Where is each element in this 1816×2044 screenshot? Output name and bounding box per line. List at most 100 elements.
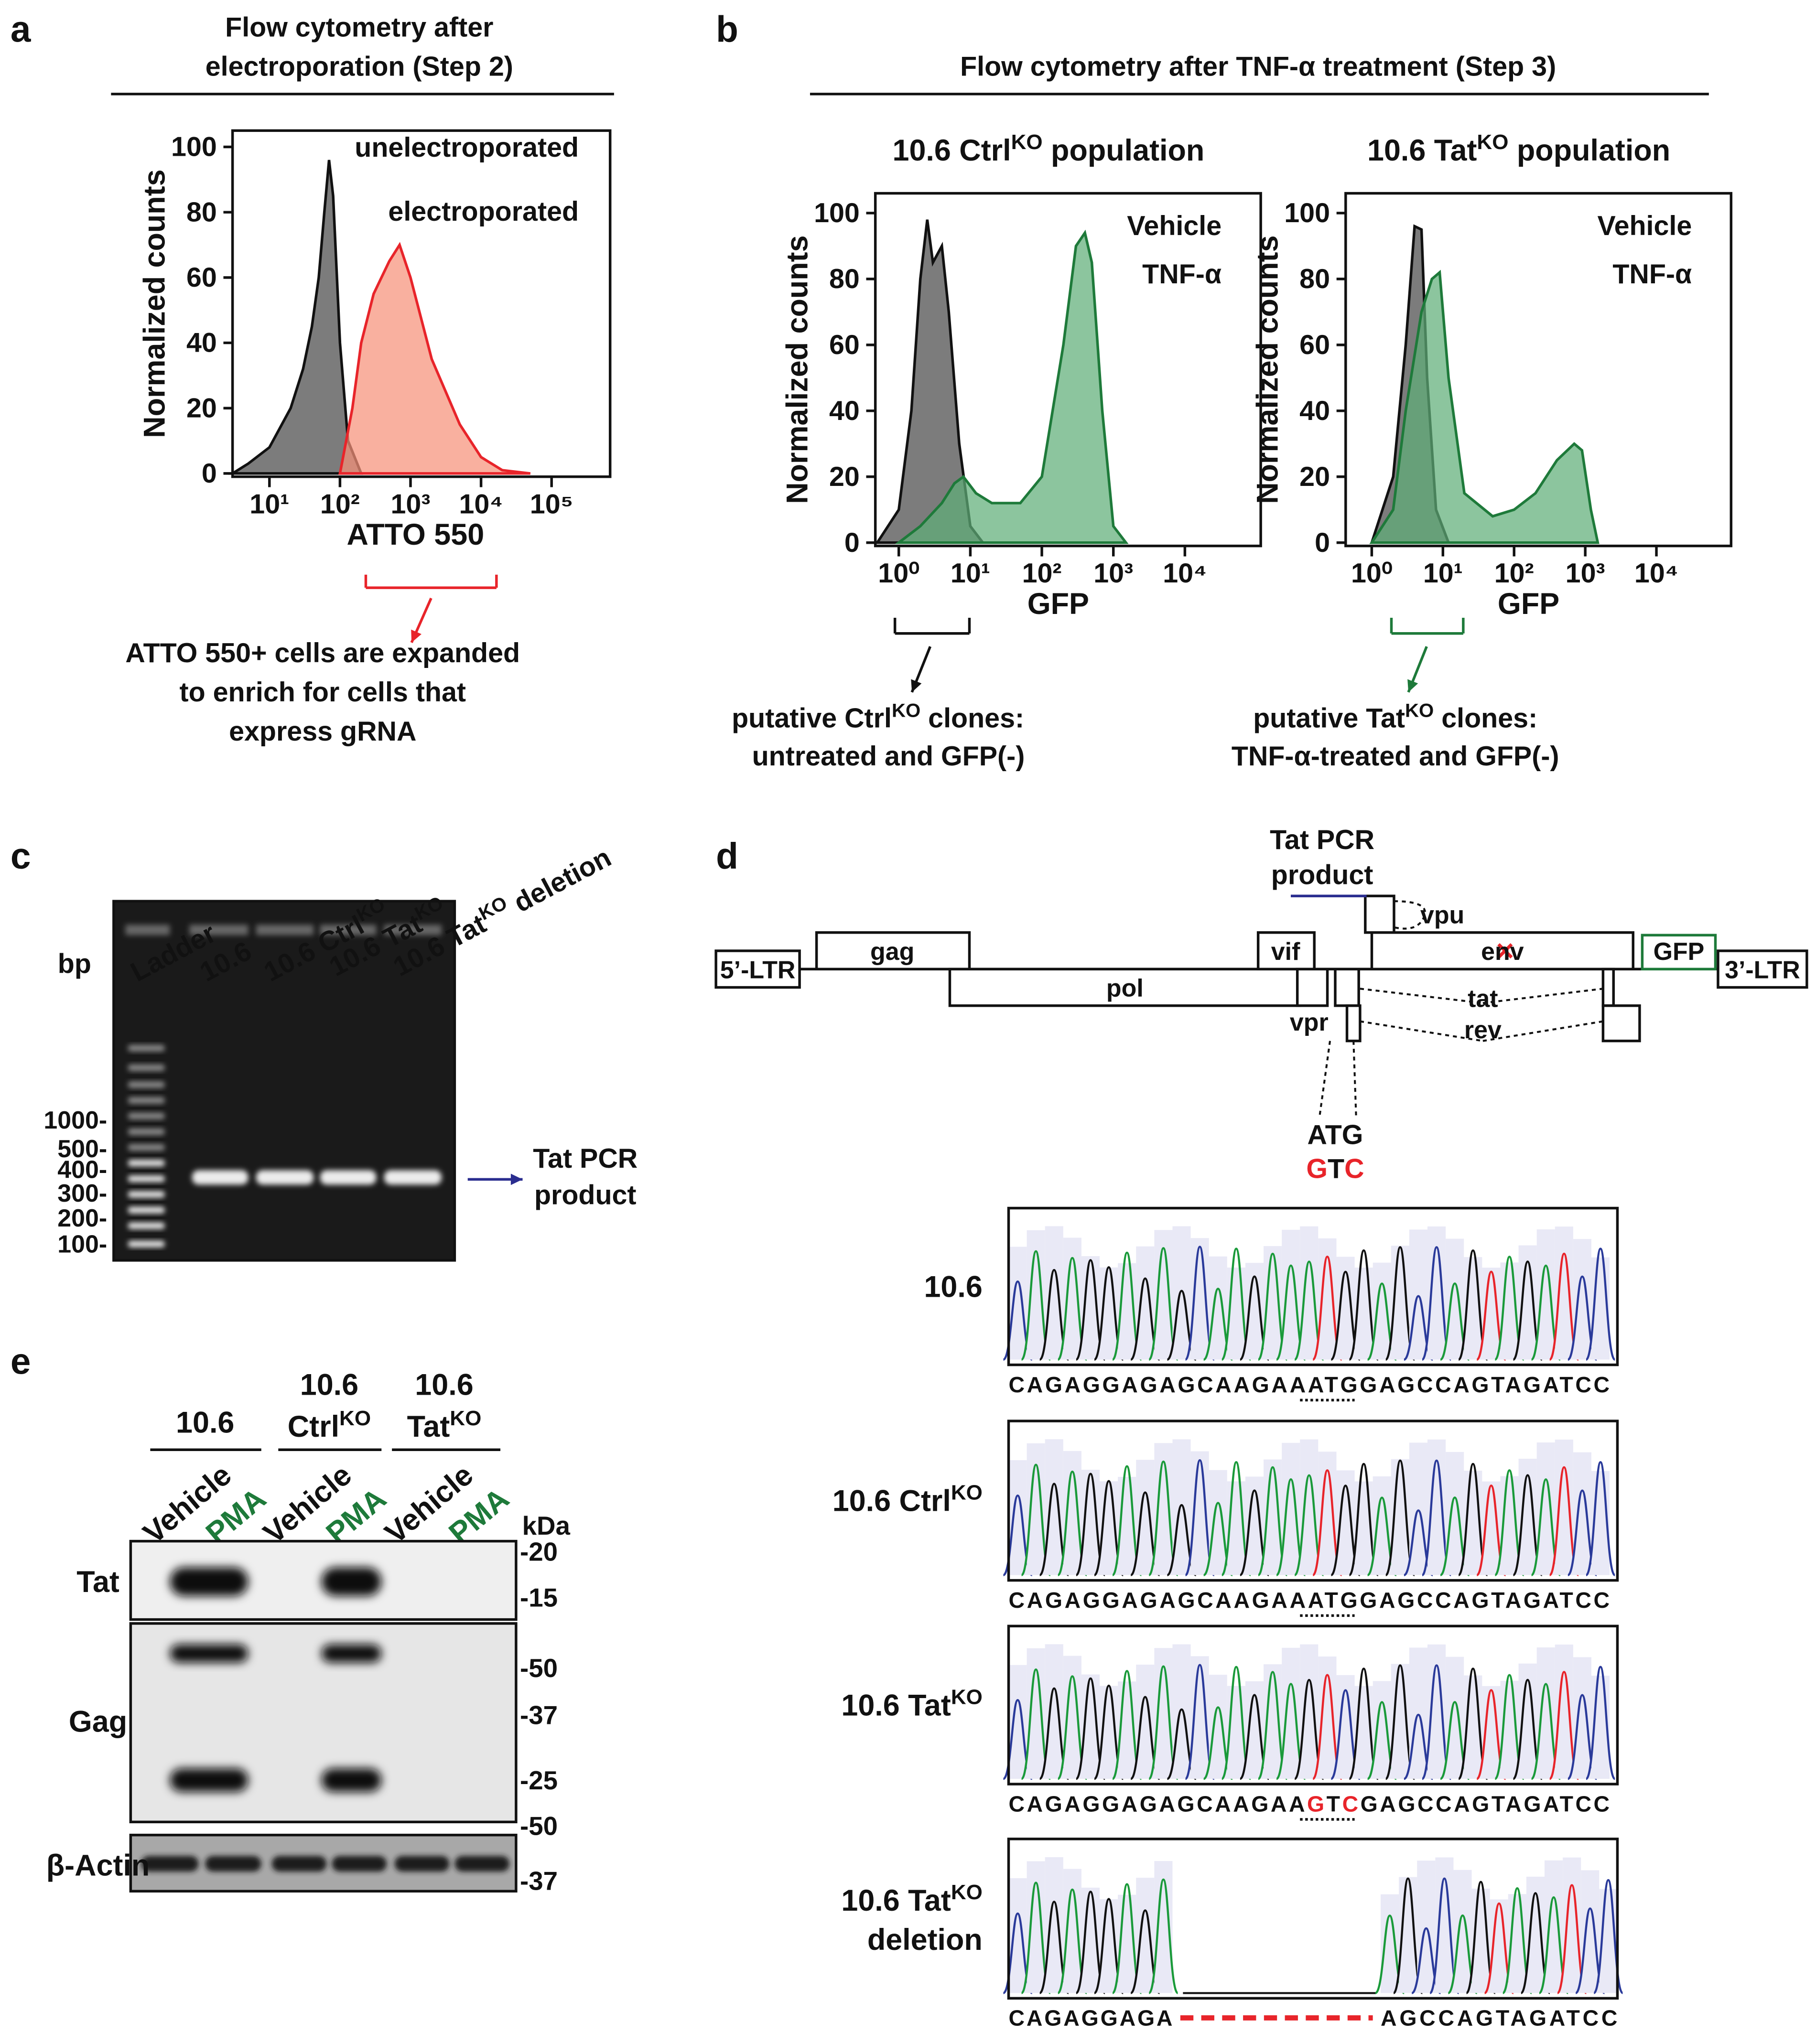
chart-title: 10.6 CtrlKO population — [893, 130, 1205, 167]
sample-label: 10.6 TatKO — [841, 1881, 982, 1917]
trace-peak — [1221, 1248, 1252, 1361]
kda-marker: -20 — [520, 1538, 558, 1567]
sequence: CAGAGGAGAGCAAGAA G T C GAGCCAGTAGATCC — [1009, 1791, 1610, 1816]
label: product — [534, 1180, 637, 1210]
trace-peak — [1148, 1878, 1179, 1994]
text-run: KO — [450, 1406, 481, 1430]
y-tick-label: 100 — [1284, 198, 1330, 228]
quality-bar — [1381, 1894, 1399, 1993]
text-run: population — [1508, 134, 1670, 167]
quality-bar — [1209, 1256, 1227, 1360]
text-run: KO — [951, 1481, 983, 1504]
text-run: G — [1307, 1791, 1324, 1816]
blot-band — [141, 1856, 199, 1872]
x-tick-label: 10⁴ — [459, 489, 503, 519]
gel-well — [320, 925, 377, 936]
histogram-area — [228, 160, 363, 475]
sequence: CAGAGGAGA — [1009, 2006, 1173, 2031]
x-tick-label: 10¹ — [1423, 558, 1463, 589]
y-tick-label: 40 — [186, 328, 217, 358]
row-label: Tat — [76, 1565, 119, 1599]
trace-peak — [1548, 1252, 1580, 1361]
dotted-link — [1482, 988, 1603, 1004]
y-tick-label: 40 — [829, 396, 860, 426]
y-tick-label: 0 — [1315, 527, 1330, 558]
blot-band — [170, 1567, 249, 1596]
text-run: C — [1342, 1791, 1359, 1816]
text-run: clones: — [1434, 703, 1537, 734]
y-tick-label: 0 — [844, 527, 860, 558]
ladder-band — [128, 1160, 165, 1167]
gene-box — [1717, 949, 1808, 989]
gene-label: vpr — [1290, 1009, 1329, 1036]
chromatogram-frame — [1007, 1206, 1619, 1366]
dotted-link — [1319, 1041, 1331, 1117]
text-run: 10.6 — [924, 1270, 982, 1303]
pcr-band — [256, 1170, 314, 1185]
blot-band — [321, 1768, 382, 1792]
text-run: 10.6 Tat — [841, 1689, 951, 1722]
arrow-head — [1407, 679, 1418, 692]
text-run: KO — [892, 699, 920, 721]
quality-bar — [1573, 1657, 1592, 1779]
gene-box — [948, 968, 1301, 1007]
trace-peak — [1112, 1251, 1143, 1361]
trace-peak — [1494, 1469, 1525, 1576]
gene-label: pol — [1106, 975, 1144, 1002]
quality-bar — [1300, 1644, 1319, 1779]
trace-peak — [1148, 1665, 1179, 1780]
label: ATTO 550+ cells are expanded — [125, 638, 520, 668]
dotted-link — [1360, 988, 1483, 1004]
kda-marker: -37 — [520, 1700, 558, 1730]
text-run: population — [1043, 134, 1205, 167]
quality-bar — [1045, 1857, 1063, 1993]
kda-marker: -25 — [520, 1766, 558, 1795]
label: to enrich for cells that — [179, 677, 466, 708]
quality-bar — [1282, 1229, 1300, 1360]
quality-bar — [1008, 1665, 1027, 1779]
text-run: KO — [951, 1685, 983, 1709]
y-axis-label: Normalized counts — [780, 235, 814, 504]
label: Tat PCR — [533, 1143, 638, 1174]
ladder-band — [128, 1222, 165, 1229]
gel-well — [189, 925, 249, 936]
mutation-mark — [1497, 943, 1513, 959]
group-label: 10.6 — [176, 1406, 234, 1440]
gene-label: 3’-LTR — [1725, 956, 1800, 984]
histogram-area — [338, 242, 531, 475]
y-tick-label: 100 — [814, 198, 860, 228]
text-run: G — [1306, 1154, 1328, 1184]
chromatogram-frame — [1007, 1420, 1619, 1582]
blot-band — [394, 1856, 450, 1872]
y-tick-label: 20 — [186, 393, 217, 423]
gel — [112, 900, 456, 1262]
x-tick-label: 10¹ — [951, 558, 990, 589]
gel-well — [125, 925, 170, 936]
pcr-band — [384, 1170, 442, 1185]
gene-label: vif — [1271, 938, 1300, 966]
quality-bar — [1545, 1860, 1563, 1993]
trace-peak — [1458, 1463, 1489, 1576]
x-tick-label: 10⁰ — [1351, 558, 1393, 589]
panel-label: a — [11, 9, 32, 50]
ladder-band — [128, 1144, 165, 1151]
x-tick-label: 10² — [1494, 558, 1534, 589]
gene-box — [1256, 931, 1316, 971]
x-tick-label: 10⁴ — [1163, 558, 1207, 589]
gene-label: vpu — [1420, 902, 1464, 929]
x-axis-label: GFP — [1498, 587, 1559, 621]
sequence: AGCCAGTAGATCC — [1381, 2006, 1617, 2031]
trace-peak — [1392, 1877, 1424, 1994]
quality-bar — [1555, 1439, 1573, 1575]
trace-peak — [1585, 1666, 1616, 1780]
trace-peak — [1384, 1664, 1416, 1780]
legend-entry: Vehicle — [1597, 211, 1692, 241]
trace-peak — [1075, 1259, 1106, 1361]
gene-label: tat — [1468, 985, 1498, 1013]
trace-peak — [1512, 1260, 1543, 1361]
ladder-label: 300- — [57, 1180, 107, 1207]
text-run: KO — [339, 1406, 371, 1430]
text-run: 10.6 Tat — [1367, 134, 1477, 167]
ladder-band — [128, 1175, 165, 1182]
